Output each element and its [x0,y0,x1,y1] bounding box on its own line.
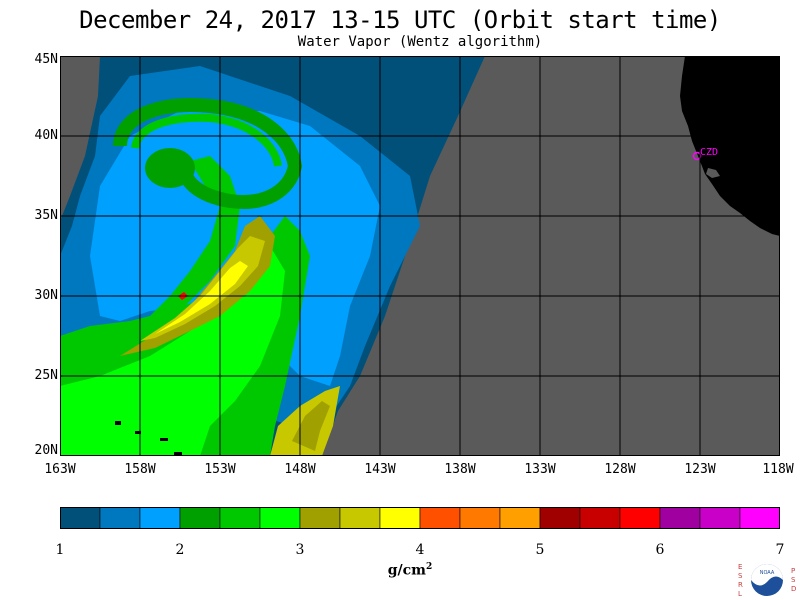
island-oahu [135,431,141,434]
colorbar-swatch-6 [259,507,301,529]
lon-label-158w: 158W [124,462,156,477]
colorbar-swatch-13 [539,507,581,529]
map-subtitle: Water Vapor (Wentz algorithm) [297,34,543,50]
logo-letter-s: S [738,572,743,580]
cyclone-ring [113,98,303,209]
lon-label-148w: 148W [284,462,316,477]
lat-lon-grid [60,56,780,456]
map-frame [60,56,780,456]
lat-label-25n: 25N [34,368,58,383]
colorbar-swatch-17 [699,507,741,529]
island-molokai [160,438,168,441]
colorbar-label-5: 5 [535,542,545,558]
colorbar-frame [60,507,780,529]
colorbar-swatch-2 [99,507,141,529]
colorbar-swatch-3 [139,507,181,529]
logo-letter-p: P [791,567,795,575]
lon-label-123w: 123W [684,462,716,477]
lat-label-35n: 35N [34,208,58,223]
map-title: December 24, 2017 13-15 UTC (Orbit start… [79,6,721,34]
colorbar-swatch-18 [739,507,780,529]
ar-yellow-core [155,261,248,334]
southeast-olive-dark [292,401,330,451]
lon-label-143w: 143W [364,462,396,477]
colorbar-label-1: 1 [55,542,65,558]
logo-letter-l: L [738,590,742,598]
logo-letter-r: R [738,581,743,589]
colorbar-swatch-14 [579,507,621,529]
logo-letter-e: E [738,563,742,571]
lat-label-45n: 45N [34,52,58,67]
colorbar-swatch-9 [379,507,421,529]
station-label: CZD [700,147,718,158]
colorbar-label-7: 7 [775,542,785,558]
lat-label-40n: 40N [34,128,58,143]
lon-label-128w: 128W [604,462,636,477]
colorbar-swatch-10 [419,507,461,529]
colorbar-units: g/cm2 [380,562,440,579]
lon-label-133w: 133W [524,462,556,477]
colorbar-swatch-15 [619,507,661,529]
water-vapor-map: CZD [60,56,780,456]
cyclone-ring-inner [131,113,282,167]
island-kauai [115,421,121,425]
colorbar-swatch-11 [459,507,501,529]
colorbar-swatch-5 [219,507,261,529]
colorbar-label-6: 6 [655,542,665,558]
cyclone-core [145,148,195,188]
island-hawaii [174,452,182,456]
lon-label-163w: 163W [44,462,76,477]
colorbar-swatch-7 [299,507,341,529]
lon-label-153w: 153W [204,462,236,477]
lat-label-30n: 30N [34,288,58,303]
units-exponent: 2 [425,562,433,572]
colorbar-label-3: 3 [295,542,305,558]
lon-label-118w: 118W [762,462,794,477]
ar-olive [140,236,265,341]
noaa-logo-text: NOAA [760,570,775,576]
colorbar-swatch-8 [339,507,381,529]
colorbar-label-2: 2 [175,542,185,558]
colorbar-swatch-1 [60,507,101,529]
colorbar-label-4: 4 [415,542,425,558]
colorbar-swatch-4 [179,507,221,529]
coastline-land [680,56,780,236]
units-base: g/cm [387,562,426,579]
colorbar [60,507,780,529]
lat-label-20n: 20N [34,443,58,458]
ar-green [90,156,240,366]
logo-letter-d: D [791,585,796,593]
lon-label-138w: 138W [444,462,476,477]
colorbar-swatch-16 [659,507,701,529]
colorbar-swatch-12 [499,507,541,529]
noaa-logo-gull [751,564,783,586]
noaa-esrl-psd-logo: E S R L P S D NOAA [738,563,796,598]
logo-letter-s2: S [791,576,796,584]
coast-bay [706,168,720,178]
